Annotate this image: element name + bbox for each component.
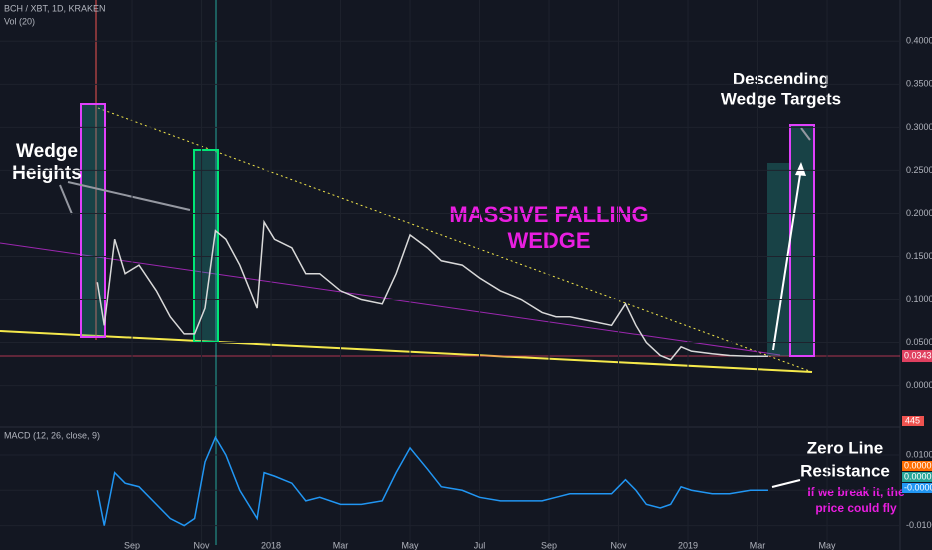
annotation: Heights [12, 163, 82, 184]
x-tick-label: Nov [611, 540, 628, 550]
macd-tag-label: 0.0000 [904, 471, 932, 481]
x-tick-label: May [819, 540, 837, 550]
x-tick-label: Jul [474, 540, 486, 550]
support-line [0, 330, 813, 373]
arrow [800, 127, 811, 141]
x-tick-label: 2018 [261, 540, 281, 550]
x-tick-label: Mar [333, 540, 349, 550]
macd-tag [902, 472, 932, 482]
annotation: Resistance [800, 461, 890, 480]
annotation: Zero Line [807, 438, 884, 457]
annotation: Wedge Targets [721, 89, 841, 108]
volume-title: Vol (20) [4, 16, 35, 26]
annotation: price could fly [815, 501, 897, 515]
series-line [96, 435, 768, 527]
wedge-height-box [193, 149, 219, 343]
macd-tag-label: -0.0000 [904, 482, 932, 492]
target-box [767, 163, 789, 356]
target-box [789, 124, 815, 357]
annotation: Descending [733, 69, 829, 88]
arrow [772, 167, 802, 351]
macd-title: MACD (12, 26, close, 9) [4, 430, 100, 440]
annotation: If we break it, the [807, 485, 905, 499]
x-tick-label: May [402, 540, 420, 550]
y2-tick-label: 0.0100 [906, 449, 932, 459]
x-tick-label: 2019 [678, 540, 698, 550]
macd-tag-label: 0.0000 [904, 460, 932, 470]
annotation: Wedge [16, 141, 78, 162]
macd-tag [902, 461, 932, 471]
x-tick-label: Sep [124, 540, 140, 550]
wedge-height-box [80, 103, 106, 338]
macd-tag [902, 483, 932, 493]
series-line [96, 219, 768, 361]
y2-tick-label: -0.0100 [906, 520, 932, 530]
mid-line [0, 242, 781, 356]
arrow [67, 181, 191, 211]
symbol: BCH / XBT, 1D, KRAKEN [4, 3, 106, 13]
price-tag [902, 350, 932, 363]
price-tag-label: 0.03433 [904, 350, 932, 360]
arrow [771, 479, 801, 488]
x-tick-label: Mar [750, 540, 766, 550]
x-tick-label: Sep [541, 540, 557, 550]
volume-label: 445 [905, 415, 920, 425]
arrow-head [795, 162, 806, 176]
x-tick-label: Nov [194, 540, 211, 550]
volume-tag [902, 416, 924, 426]
arrow [59, 184, 73, 215]
